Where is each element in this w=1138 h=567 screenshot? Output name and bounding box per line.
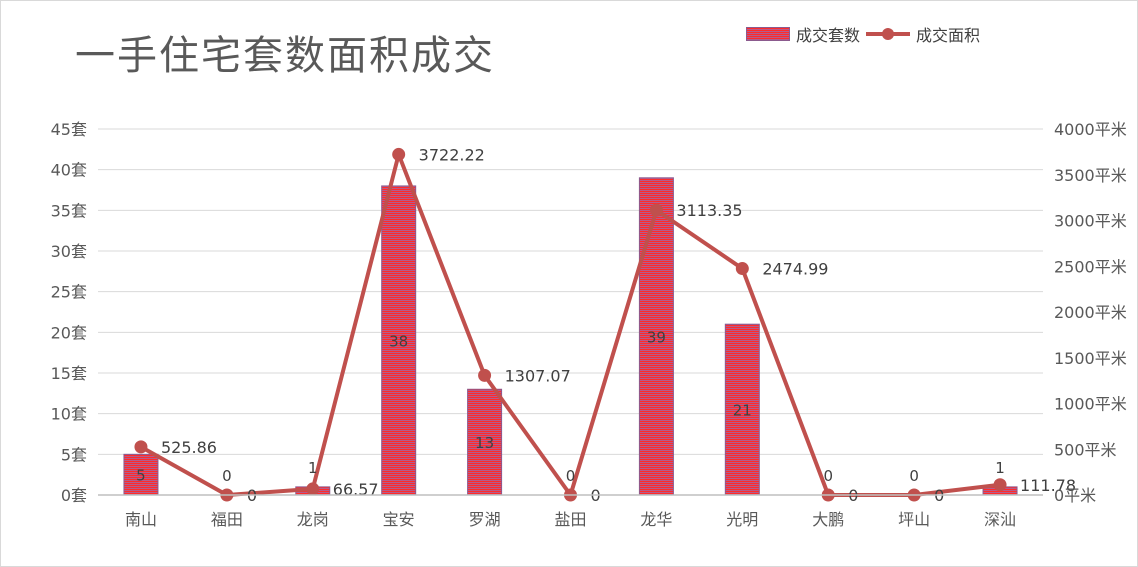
y-left-tick-label: 10套 — [51, 405, 87, 424]
x-tick-label: 福田 — [211, 510, 243, 529]
x-tick-label: 坪山 — [898, 510, 930, 529]
line-value-label: 3722.22 — [419, 145, 485, 164]
y-right-tick-label: 4000平米 — [1054, 120, 1127, 139]
y-left-tick-label: 5套 — [61, 445, 87, 464]
line-point — [993, 478, 1007, 492]
y-left-tick-label: 0套 — [61, 486, 87, 505]
bar-value-label: 1 — [308, 459, 318, 477]
y-right-tick-label: 3500平米 — [1054, 166, 1127, 185]
y-left-tick-label: 25套 — [51, 283, 87, 302]
y-left-tick-label: 30套 — [51, 242, 87, 261]
bar-value-label: 13 — [475, 434, 494, 452]
line-value-label: 525.86 — [161, 438, 217, 457]
legend-label-bars: 成交套数 — [796, 26, 861, 45]
chart-title: 一手住宅套数面积成交 — [75, 33, 495, 79]
y-right-tick-label: 1500平米 — [1054, 349, 1127, 368]
y-right-tick-label: 2500平米 — [1054, 257, 1127, 276]
bar-value-label: 39 — [647, 328, 666, 346]
line-value-label: 1307.07 — [505, 366, 571, 385]
line-point — [735, 262, 749, 276]
line-point — [306, 482, 320, 496]
x-tick-label: 龙华 — [640, 510, 672, 529]
y-left-tick-label: 35套 — [51, 201, 87, 220]
bar-value-label: 21 — [733, 402, 752, 420]
x-tick-label: 宝安 — [383, 510, 415, 529]
x-tick-label: 深汕 — [984, 510, 1016, 529]
line-value-label: 2474.99 — [762, 260, 828, 279]
bar — [381, 185, 417, 496]
line-point — [392, 147, 406, 161]
legend-line-swatch — [866, 27, 911, 41]
y-left-tick-label: 45套 — [51, 120, 87, 139]
x-tick-label: 龙岗 — [297, 510, 329, 529]
line-value-label: 3113.35 — [676, 201, 742, 220]
y-right-tick-label: 500平米 — [1054, 440, 1117, 459]
bar — [724, 323, 760, 496]
bar — [467, 388, 503, 496]
legend-item-line: 成交面积 — [866, 22, 980, 46]
x-tick-label: 盐田 — [554, 510, 586, 529]
line-point — [134, 440, 148, 454]
x-tick-label: 光明 — [726, 510, 758, 529]
y-right-tick-label: 1000平米 — [1054, 395, 1127, 414]
x-tick-label: 大鹏 — [812, 510, 844, 529]
legend: 成交套数 成交面积 — [746, 23, 986, 45]
y-right-tick-label: 2000平米 — [1054, 303, 1127, 322]
legend-item-bars: 成交套数 — [746, 22, 860, 46]
y-right-tick-label: 0平米 — [1054, 486, 1096, 505]
bar-value-label: 0 — [222, 467, 232, 485]
line-value-label: 111.78 — [1020, 476, 1076, 495]
x-tick-label: 南山 — [125, 510, 157, 529]
bar — [123, 453, 159, 496]
y-left-tick-label: 20套 — [51, 323, 87, 342]
y-left-tick-label: 40套 — [51, 161, 87, 180]
bar-value-label: 38 — [389, 332, 408, 350]
y-right-tick-label: 3000平米 — [1054, 212, 1127, 231]
bar-value-label: 0 — [566, 467, 576, 485]
line-series — [139, 152, 1001, 497]
bar — [638, 177, 674, 496]
x-tick-label: 罗湖 — [469, 510, 501, 529]
legend-bar-swatch — [746, 27, 790, 41]
line-value-label: 66.57 — [333, 480, 379, 499]
bar-value-label: 1 — [995, 459, 1005, 477]
line-point — [478, 368, 492, 382]
line-point — [649, 203, 663, 217]
y-left-tick-label: 15套 — [51, 364, 87, 383]
bar-value-label: 0 — [909, 467, 919, 485]
legend-label-line: 成交面积 — [916, 26, 981, 45]
bar-value-label: 5 — [136, 467, 146, 485]
bar-value-label: 0 — [823, 467, 833, 485]
